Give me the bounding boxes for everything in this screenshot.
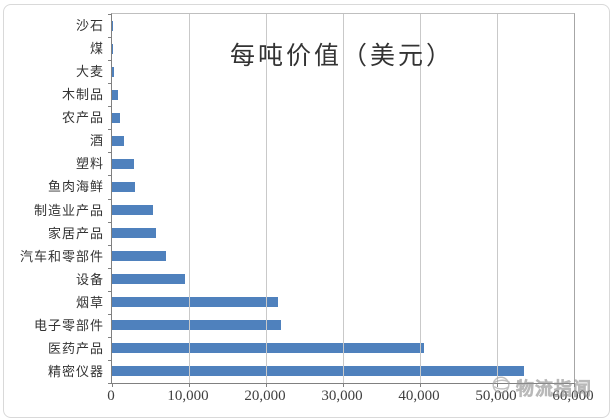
y-axis-tick bbox=[108, 290, 112, 292]
y-axis-tick bbox=[108, 267, 112, 269]
bar bbox=[112, 181, 136, 192]
y-axis-tick bbox=[108, 152, 112, 154]
bar-row bbox=[112, 175, 574, 198]
x-axis-tick-label: 50,000 bbox=[475, 388, 517, 404]
bar bbox=[112, 158, 134, 169]
y-axis-tick bbox=[108, 336, 112, 338]
bar bbox=[112, 112, 120, 123]
chart-title: 每吨价值（美元） bbox=[229, 43, 454, 70]
y-axis-tick bbox=[108, 359, 112, 361]
y-axis-label: 家居产品 bbox=[47, 225, 104, 241]
bar bbox=[112, 251, 166, 262]
x-axis-tick bbox=[265, 383, 267, 387]
y-axis-label: 木制品 bbox=[61, 87, 104, 103]
x-axis-tick-label: 20,000 bbox=[244, 388, 286, 404]
y-axis-label: 制造业产品 bbox=[33, 202, 104, 218]
y-axis-label: 医药产品 bbox=[47, 340, 104, 356]
x-axis-tick bbox=[112, 383, 113, 387]
y-axis-labels: 沙石煤大麦木制品农产品酒塑料鱼肉海鲜制造业产品家居产品汽车和零部件设备烟草电子零… bbox=[0, 13, 104, 382]
bar-row bbox=[112, 83, 574, 106]
plot-area bbox=[108, 13, 575, 387]
y-axis-label: 烟草 bbox=[75, 294, 104, 310]
x-axis-tick bbox=[419, 383, 421, 387]
y-axis-tick bbox=[108, 106, 112, 108]
bar bbox=[112, 89, 119, 100]
y-axis-tick bbox=[108, 129, 112, 131]
bar bbox=[112, 274, 186, 285]
y-axis-label: 设备 bbox=[75, 271, 104, 287]
gridline bbox=[343, 14, 344, 383]
bar-row bbox=[112, 245, 574, 268]
y-axis-label: 农产品 bbox=[61, 110, 104, 126]
bar-row bbox=[112, 152, 574, 175]
bar-row bbox=[112, 360, 574, 383]
bar-row bbox=[112, 37, 574, 60]
bar-row bbox=[112, 337, 574, 360]
y-axis-tick bbox=[108, 221, 112, 223]
y-axis-label: 电子零部件 bbox=[33, 317, 104, 333]
y-axis-tick bbox=[108, 60, 112, 62]
y-axis-label: 大麦 bbox=[75, 64, 104, 80]
bar bbox=[112, 343, 424, 354]
bar bbox=[112, 228, 156, 239]
y-axis-tick bbox=[108, 383, 112, 384]
bar bbox=[112, 20, 113, 31]
x-axis-tick-label: 30,000 bbox=[321, 388, 363, 404]
x-axis-labels: 0 10,000 20,000 30,000 40,000 50,000 60,000 bbox=[107, 388, 593, 406]
y-axis-label: 精密仪器 bbox=[47, 363, 104, 379]
x-axis-tick bbox=[188, 383, 190, 387]
x-axis-tick bbox=[497, 383, 498, 387]
gridline bbox=[497, 14, 498, 383]
bar-row bbox=[112, 106, 574, 129]
bar bbox=[112, 366, 524, 377]
y-axis-tick bbox=[108, 198, 112, 200]
y-axis-label: 鱼肉海鲜 bbox=[47, 179, 104, 195]
bar-row bbox=[112, 222, 574, 245]
y-axis-label: 汽车和零部件 bbox=[19, 248, 104, 264]
bar bbox=[112, 205, 153, 216]
bar-rows bbox=[112, 14, 574, 383]
watermark: 物流指闻 bbox=[490, 374, 592, 401]
y-axis-tick bbox=[108, 83, 112, 85]
x-axis-tick bbox=[574, 383, 575, 387]
gridline bbox=[188, 14, 190, 383]
gridline bbox=[419, 14, 421, 383]
y-axis-label: 塑料 bbox=[75, 156, 104, 172]
bar-row bbox=[112, 314, 574, 337]
bar bbox=[112, 297, 278, 308]
x-axis-tick-label: 0 bbox=[107, 388, 115, 404]
watermark-logo-icon bbox=[490, 374, 512, 401]
bar bbox=[112, 320, 282, 331]
bar-row bbox=[112, 268, 574, 291]
gridline bbox=[265, 14, 267, 383]
y-axis-tick bbox=[108, 175, 112, 177]
bar-row bbox=[112, 14, 574, 37]
x-axis-tick bbox=[343, 383, 344, 387]
bar bbox=[112, 135, 124, 146]
x-axis-tick-label: 40,000 bbox=[398, 388, 440, 404]
y-axis-tick bbox=[108, 14, 112, 15]
bar-row bbox=[112, 60, 574, 83]
y-axis-tick bbox=[108, 37, 112, 39]
bar bbox=[112, 43, 113, 54]
y-axis-label: 煤 bbox=[89, 41, 104, 57]
y-axis-label: 酒 bbox=[89, 133, 104, 149]
y-axis-tick bbox=[108, 313, 112, 315]
bar bbox=[112, 66, 114, 77]
bar-row bbox=[112, 129, 574, 152]
bar-row bbox=[112, 199, 574, 222]
x-axis-tick-label: 60,000 bbox=[552, 388, 594, 404]
watermark-text: 物流指闻 bbox=[516, 378, 592, 399]
x-axis-tick-label: 10,000 bbox=[167, 388, 209, 404]
bar-row bbox=[112, 291, 574, 314]
y-axis-tick bbox=[108, 244, 112, 246]
y-axis-label: 沙石 bbox=[75, 18, 104, 34]
